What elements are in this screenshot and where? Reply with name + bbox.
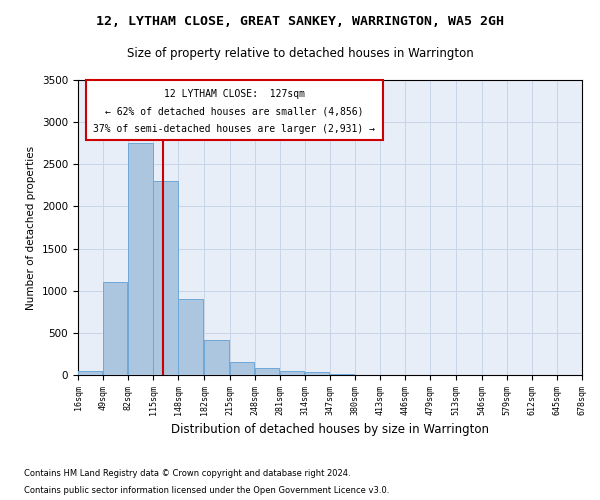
Bar xyxy=(280,371,304,375)
Text: ← 62% of detached houses are smaller (4,856): ← 62% of detached houses are smaller (4,… xyxy=(105,106,364,117)
Text: Size of property relative to detached houses in Warrington: Size of property relative to detached ho… xyxy=(127,48,473,60)
Bar xyxy=(78,371,103,375)
Bar xyxy=(254,368,279,375)
Text: 12, LYTHAM CLOSE, GREAT SANKEY, WARRINGTON, WA5 2GH: 12, LYTHAM CLOSE, GREAT SANKEY, WARRINGT… xyxy=(96,15,504,28)
Bar xyxy=(305,372,329,375)
Text: 12 LYTHAM CLOSE:  127sqm: 12 LYTHAM CLOSE: 127sqm xyxy=(164,89,305,99)
Bar xyxy=(103,282,127,375)
Text: Contains public sector information licensed under the Open Government Licence v3: Contains public sector information licen… xyxy=(24,486,389,495)
Bar xyxy=(128,143,152,375)
Bar xyxy=(154,181,178,375)
Bar xyxy=(178,299,203,375)
Bar xyxy=(330,374,355,375)
Y-axis label: Number of detached properties: Number of detached properties xyxy=(26,146,37,310)
Text: 37% of semi-detached houses are larger (2,931) →: 37% of semi-detached houses are larger (… xyxy=(93,124,375,134)
Text: Contains HM Land Registry data © Crown copyright and database right 2024.: Contains HM Land Registry data © Crown c… xyxy=(24,468,350,477)
Bar xyxy=(205,340,229,375)
Bar xyxy=(230,362,254,375)
X-axis label: Distribution of detached houses by size in Warrington: Distribution of detached houses by size … xyxy=(171,423,489,436)
FancyBboxPatch shape xyxy=(86,80,383,140)
